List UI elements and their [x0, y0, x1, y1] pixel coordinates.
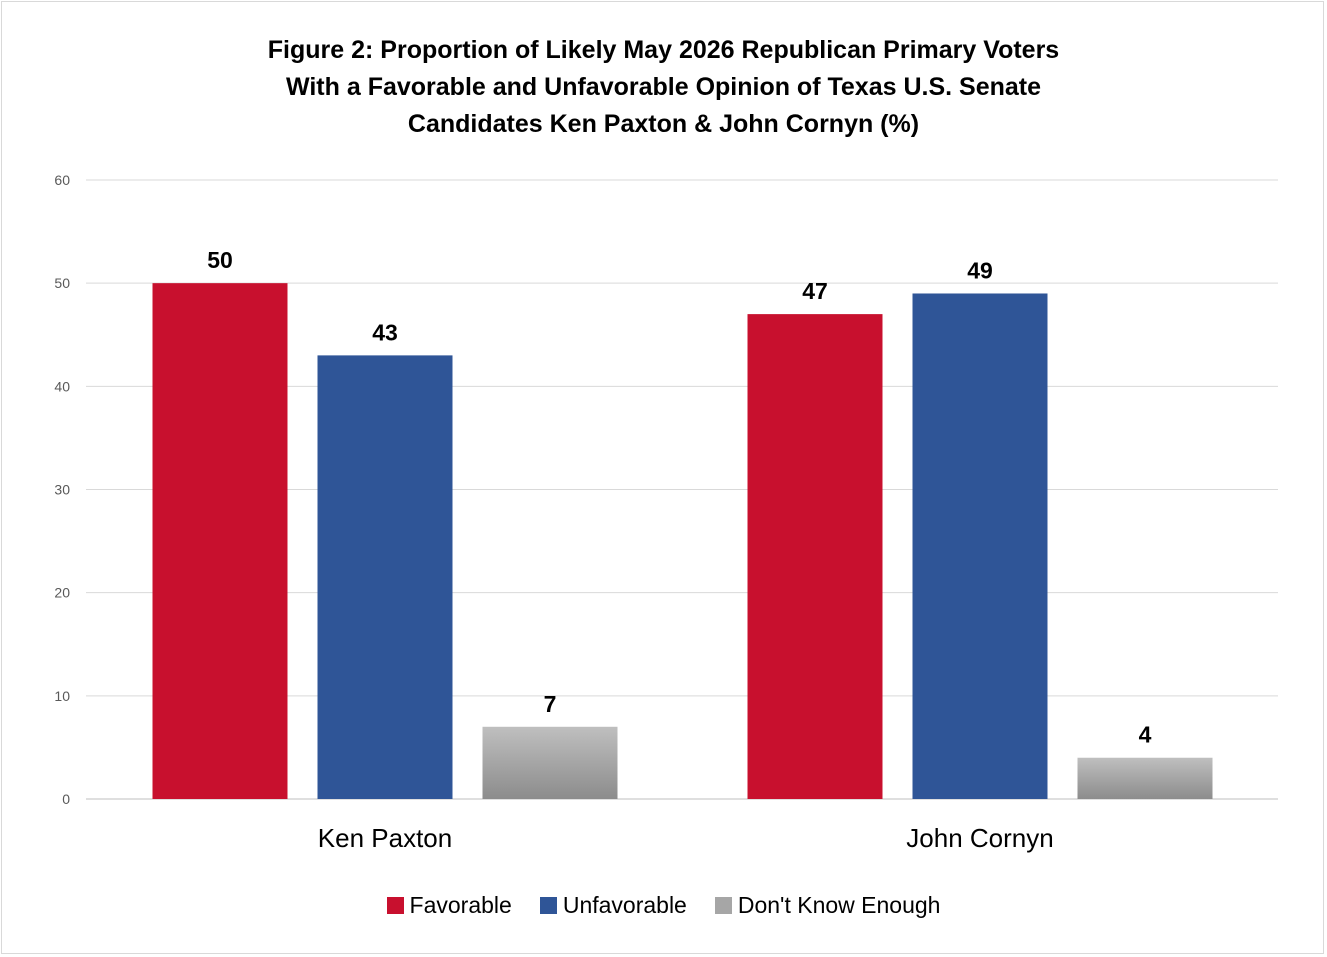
data-label-ken-paxton-favorable: 50: [207, 247, 233, 273]
bar-ken-paxton-favorable: [152, 283, 288, 800]
legend-swatch-favorable: [386, 897, 404, 914]
data-label-john-cornyn-unfavorable: 49: [967, 257, 993, 283]
x-category-label-john-cornyn: John Cornyn: [906, 823, 1053, 853]
y-tick-label-0: 0: [62, 791, 70, 807]
chart-title: Figure 2: Proportion of Likely May 2026 …: [0, 32, 1327, 143]
x-category-label-ken-paxton: Ken Paxton: [318, 823, 452, 853]
bar-john-cornyn-favorable: [747, 314, 883, 799]
chart-title-line-2: With a Favorable and Unfavorable Opinion…: [285, 73, 1042, 101]
y-tick-label-10: 10: [54, 688, 70, 704]
legend-label-dont-know-enough: Don't Know Enough: [737, 892, 941, 918]
y-tick-label-40: 40: [54, 378, 70, 394]
chart-title-line-3: Candidates Ken Paxton & John Cornyn (%): [407, 110, 920, 138]
y-tick-label-30: 30: [54, 482, 70, 498]
y-tick-label-50: 50: [54, 275, 70, 291]
data-label-ken-paxton-don-t-know-enough: 7: [544, 691, 557, 717]
data-label-ken-paxton-unfavorable: 43: [372, 319, 398, 345]
y-tick-label-20: 20: [54, 585, 70, 601]
bars: [152, 283, 1213, 800]
legend-label-unfavorable: Unfavorable: [562, 892, 687, 918]
legend-item-dont-know-enough: Don't Know Enough: [714, 892, 941, 919]
legend-swatch-unfavorable: [539, 897, 557, 914]
data-label-john-cornyn-don-t-know-enough: 4: [1139, 722, 1152, 748]
legend-item-favorable: Favorable: [386, 892, 512, 919]
data-labels: 50 43 7 47 49 4: [207, 247, 1151, 748]
bar-ken-paxton-unfavorable: [317, 355, 453, 799]
legend-label-favorable: Favorable: [409, 892, 512, 918]
legend: Favorable Unfavorable Don't Know Enough: [0, 892, 1327, 919]
bar-john-cornyn-don-t-know-enough: [1077, 757, 1213, 799]
bar-john-cornyn-unfavorable: [912, 293, 1048, 799]
y-axis-tick-labels: 0 10 20 30 40 50 60: [54, 172, 70, 807]
data-label-john-cornyn-favorable: 47: [802, 278, 828, 304]
bar-chart: 0 10 20 30 40 50 60 50 43 7 47 49 4 Ken Paxton John …: [54, 172, 1278, 853]
chart-title-line-1: Figure 2: Proportion of Likely May 2026 …: [267, 36, 1060, 64]
legend-swatch-dont-know-enough: [714, 897, 732, 914]
bar-ken-paxton-don-t-know-enough: [482, 726, 618, 799]
legend-item-unfavorable: Unfavorable: [539, 892, 687, 919]
x-axis-category-labels: Ken Paxton John Cornyn: [318, 823, 1054, 853]
y-tick-label-60: 60: [54, 172, 70, 188]
